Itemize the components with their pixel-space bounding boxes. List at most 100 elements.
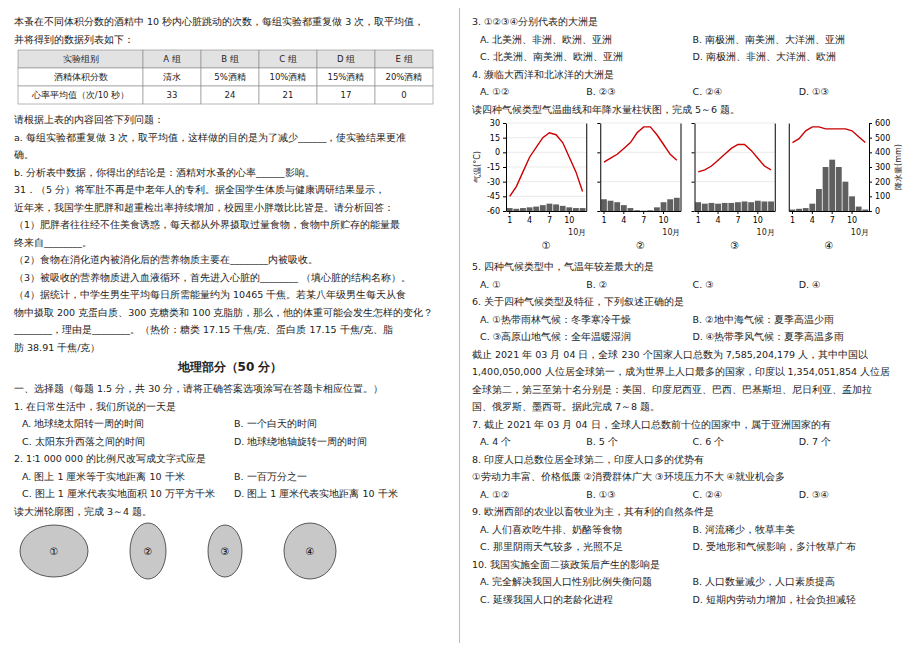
table-cell	[201, 68, 259, 86]
grid-line	[506, 196, 586, 197]
x-tick-label: 1	[790, 216, 795, 225]
x-axis-title: 10月	[662, 228, 680, 237]
y-tick: -60	[487, 207, 506, 216]
grid-line	[600, 123, 680, 124]
y-tick-mark	[692, 211, 695, 212]
y2-axis-line	[775, 124, 776, 212]
x-tick-mark	[663, 211, 664, 214]
table-text: 酒精体积分数	[54, 72, 108, 82]
table-cell	[375, 50, 433, 68]
table-cell	[18, 68, 143, 86]
x-tick-mark	[757, 211, 758, 214]
table-cell	[375, 68, 433, 86]
table-cell	[259, 68, 317, 86]
y-tick-mark	[503, 138, 506, 139]
precip-bar	[634, 210, 640, 211]
text-line: a. 每组实验都重复做 3 次，取平均值，这样做的目的是为了减少______，使…	[14, 132, 406, 143]
y2-tick: 0	[869, 207, 880, 216]
table-text: D 组	[337, 54, 355, 64]
x-tick: 7	[547, 211, 552, 225]
text-line: 读四种气候类型气温曲线和年降水量柱状图，完成 5～6 题。	[472, 104, 740, 115]
precip-bar	[647, 210, 653, 211]
text-line: 6. 关于四种气候类型及特征，下列叙述正确的是	[472, 296, 684, 307]
option-text: D. ④	[799, 279, 821, 290]
y2-tick-mark	[869, 182, 872, 183]
y-tick-mark	[503, 211, 506, 212]
grid-line	[600, 181, 680, 182]
x-tick-mark	[718, 211, 719, 214]
text-line: 近年来，我国学生肥胖和超重检出率持续增加，校园里小胖墩比比皆是。请分析回答：	[14, 202, 394, 213]
grid-line	[695, 123, 775, 124]
precip-bar	[762, 201, 768, 211]
text-line: 本蚤在不同体积分数的酒精中 10 秒内心脏跳动的次数，每组实验都重复做 3 次，…	[14, 16, 424, 27]
precip-bar	[836, 167, 842, 211]
y-tick-mark	[597, 182, 600, 183]
precip-bar	[809, 204, 815, 211]
text-line: 全球第二，第三至第十名分别是：美国、印度尼西亚、巴西、巴基斯坦、尼日利亚、孟加拉	[472, 384, 872, 395]
x-tick: 10	[658, 211, 668, 225]
precip-bar	[735, 202, 741, 211]
text-line: ①劳动力丰富、价格低廉 ②消费群体广大 ③环境压力不大 ④就业机会多	[472, 471, 785, 482]
x-tick-label: 10	[847, 216, 857, 225]
x-axis-line	[507, 211, 587, 212]
y2-tick-label: 600	[875, 119, 890, 128]
option-text: A. 完全解决我国人口性别比例失衡问题	[480, 576, 652, 587]
y-tick	[597, 182, 600, 183]
y-tick	[692, 211, 695, 212]
precip-bar	[547, 204, 553, 211]
precip-bar	[722, 203, 728, 211]
continent-outline	[20, 525, 88, 577]
x-tick-mark	[603, 211, 604, 214]
text-line: 终来自________。	[14, 237, 92, 248]
text-line: 1,400,050,000 人位居全球第一，成为世界上人口最多的国家，印度以 1…	[472, 366, 890, 377]
x-tick-mark	[509, 211, 510, 214]
text-line: 请根据上表的内容回答下列问题：	[14, 114, 164, 125]
temp-line	[604, 127, 677, 162]
table-text: 0	[401, 90, 406, 100]
precip-bar	[533, 207, 539, 211]
y-tick-label: 30	[490, 119, 500, 128]
x-axis: 14710	[601, 211, 681, 225]
precip-bar	[803, 208, 809, 211]
x-tick: 1	[696, 211, 701, 225]
precip-bar	[755, 201, 761, 211]
y-tick	[692, 152, 695, 153]
continent-label: ②	[144, 546, 153, 557]
x-axis-line	[695, 211, 775, 212]
option-text: C. 北美洲、南美洲、欧洲、亚洲	[480, 51, 623, 62]
option-text: D. 受地形和气候影响，多汁牧草广布	[693, 541, 856, 552]
x-axis-line	[789, 211, 869, 212]
x-tick: 4	[716, 211, 721, 225]
x-tick-mark	[529, 211, 530, 214]
x-tick-mark	[623, 211, 624, 214]
y-tick: 15	[490, 134, 506, 143]
x-tick-label: 1	[601, 216, 606, 225]
option-text: A. 地球绕太阳转一周的时间	[22, 418, 144, 429]
text-line: 3. ①②③④分别代表的大洲是	[472, 16, 598, 27]
y-tick-mark	[692, 182, 695, 183]
y-tick-mark	[503, 196, 506, 197]
y-tick-mark	[597, 152, 600, 153]
precip-bar	[748, 202, 754, 211]
grid-line	[506, 137, 586, 138]
continent-outline	[130, 523, 166, 579]
y-tick	[692, 182, 695, 183]
column-divider	[459, 8, 460, 643]
x-tick-label: 4	[810, 216, 815, 225]
table-text: 实验组别	[63, 54, 99, 64]
precip-bar	[580, 208, 586, 211]
continent-outline	[208, 525, 242, 577]
text-line: 4. 濒临大西洋和北冰洋的大洲是	[472, 69, 614, 80]
chart-title: ④	[824, 240, 833, 251]
x-tick: 7	[641, 211, 646, 225]
y2-tick-label: 300	[875, 163, 890, 172]
y2-axis	[681, 124, 682, 212]
y-tick	[597, 152, 600, 153]
option-text: C. ③	[693, 279, 714, 290]
y-tick-mark	[692, 152, 695, 153]
text-line: b. 分析表中数据，你得出的结论是：酒精对水蚤的心率______影响。	[14, 167, 315, 178]
text-line: 1. 在日常生活中，我们所说的一天是	[14, 401, 176, 412]
table-text: 24	[225, 90, 236, 100]
plot-area	[601, 127, 680, 211]
y2-tick-mark	[869, 196, 872, 197]
